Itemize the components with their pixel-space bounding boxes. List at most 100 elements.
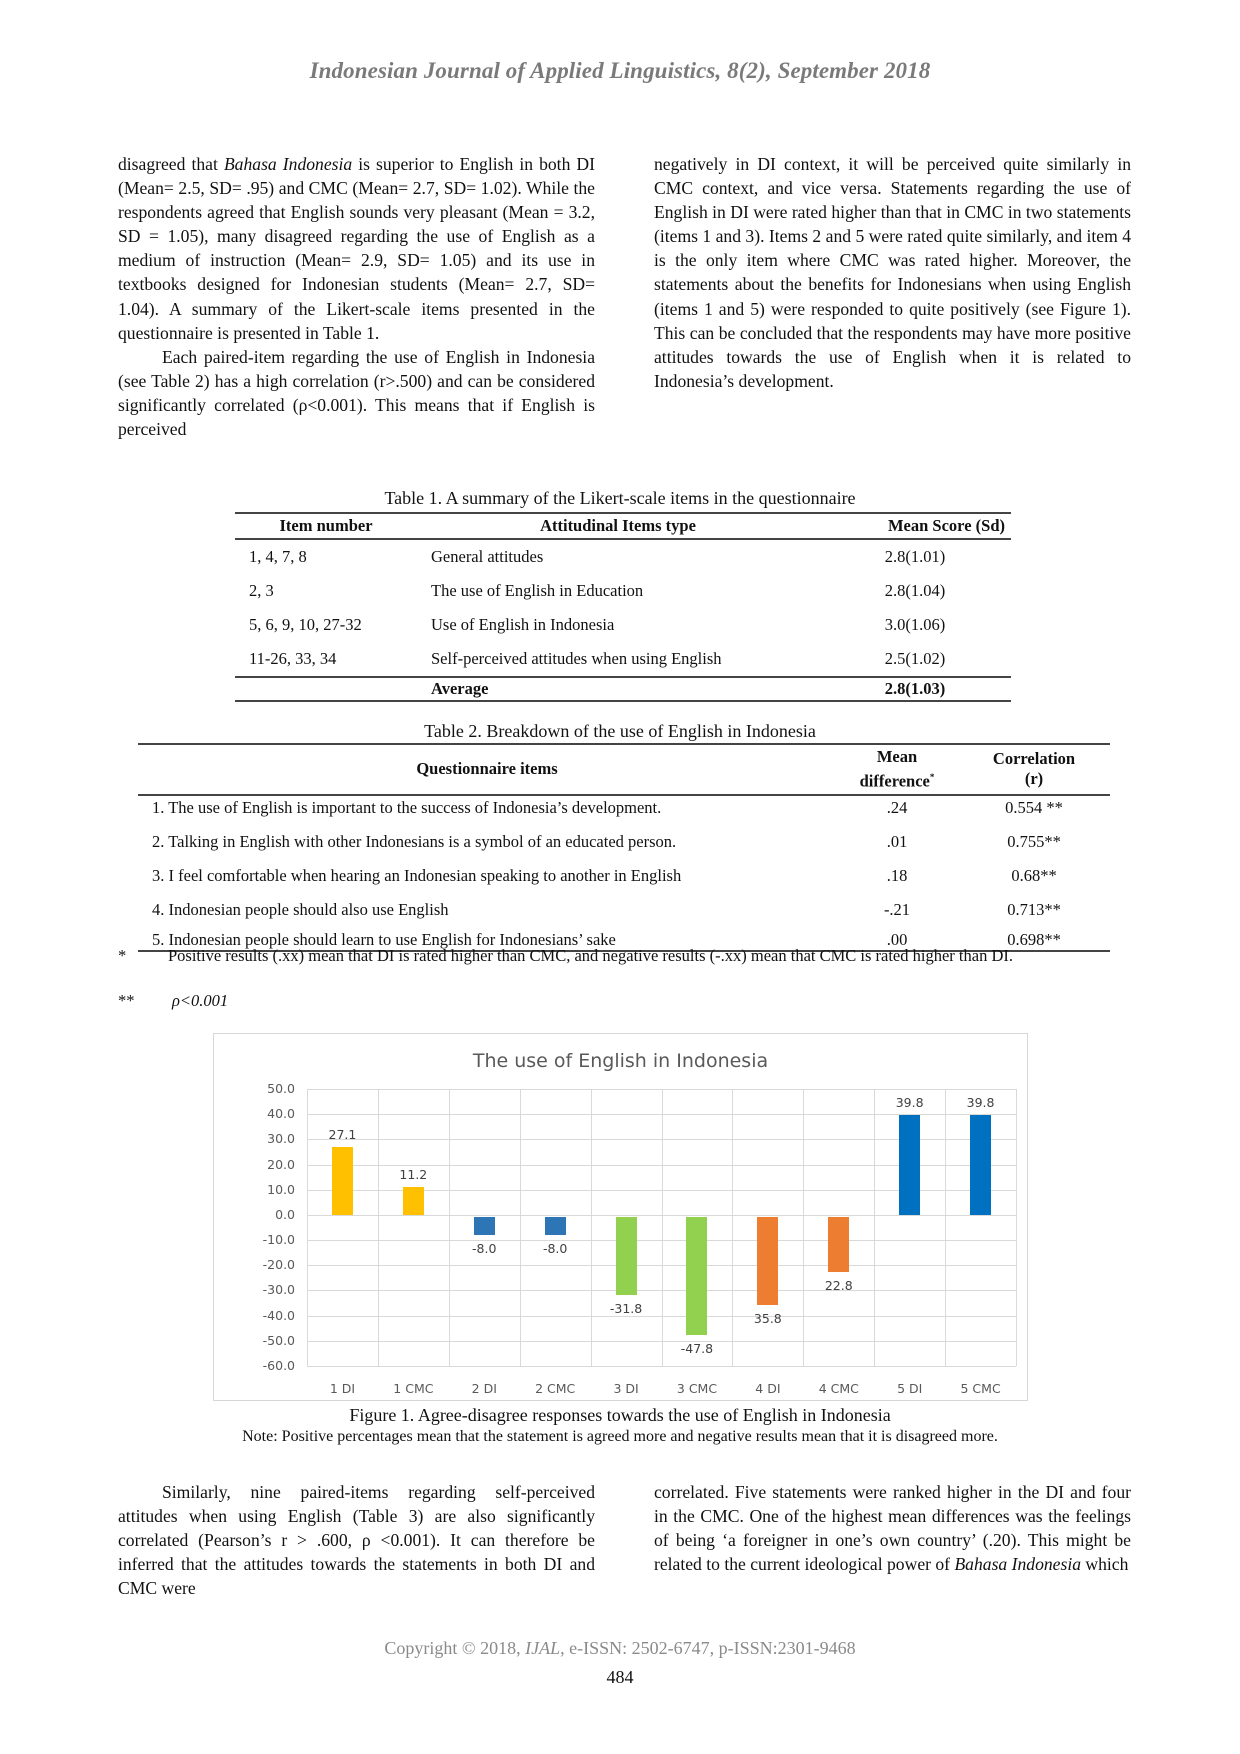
x-tick-label: 4 DI [755,1381,781,1396]
bar [544,1216,566,1236]
bar [615,1216,637,1295]
table-row: 1. The use of English is important to th… [138,795,1110,818]
bar-chart: The use of English in Indonesia 50.0 40.0… [213,1033,1028,1401]
table-cell: 4. Indonesian people should also use Eng… [152,899,449,919]
gridline-vertical [874,1089,876,1366]
table1-header-item-type: Attitudinal Items type [417,512,819,540]
italic-term: Bahasa Indonesia [954,1554,1082,1575]
data-label: -31.8 [609,1300,643,1316]
gridline-vertical [945,1089,947,1366]
bar [828,1216,850,1273]
table-cell: 2.8(1.01) [884,547,946,566]
gridline-vertical [590,1089,592,1366]
table-cell: General attitudes [431,547,544,566]
table-cell: 2. Talking in English with other Indones… [152,831,677,851]
table-cell: Use of English in Indonesia [431,615,615,634]
body-right-column-bottom: correlated. Five statements were ranked … [654,1480,1131,1576]
x-tick-label: 3 CMC [676,1381,718,1396]
table-row: 11-26, 33, 34 Self-perceived attitudes w… [235,642,1011,677]
gridline-vertical [732,1089,734,1366]
table1-caption: Table 1. A summary of the Likert-scale i… [384,488,856,508]
body-right-column-top: negatively in DI context, it will be per… [654,152,1131,393]
table-cell: 2.5(1.02) [884,649,946,668]
y-tick-label: -40.0 [262,1307,295,1323]
y-tick-label: -50.0 [262,1332,295,1348]
table-cell: Self-perceived attitudes when using Engl… [431,649,722,668]
bar [970,1114,992,1215]
table-cell: 0.755** [1007,831,1061,851]
table-cell: 0.554 ** [1005,797,1063,817]
table-cell: .18 [886,865,908,885]
table-row: 1, 4, 7, 8 General attitudes 2.8(1.01) [235,539,1011,574]
table-cell: 2.8(1.04) [884,581,946,600]
table-cell: .00 [836,919,958,952]
page-number: 484 [606,1667,634,1687]
figure-note: Note: Positive percentages mean that the… [242,1428,998,1445]
table-cell: 3.0(1.06) [884,615,946,634]
table1-header-item-number: Item number [235,512,417,540]
table-cell: 1, 4, 7, 8 [249,547,307,566]
bar [473,1216,495,1236]
body-left-column-bottom: Similarly, nine paired-items regarding s… [118,1480,595,1600]
table2-header-correlation: Correlation (r) [958,743,1110,796]
table-cell: 5. Indonesian people should learn to use… [138,919,836,952]
table-cell: 3. I feel comfortable when hearing an In… [152,865,682,885]
paragraph: Similarly, nine paired-items regarding s… [118,1482,595,1599]
gridline-vertical [377,1089,379,1366]
figure-caption: Figure 1. Agree-disagree responses towar… [349,1405,891,1425]
running-head: Indonesian Journal of Applied Linguistic… [309,58,931,83]
table2-header-mean-difference: Mean difference* [836,743,958,796]
y-tick-label: -30.0 [262,1282,295,1298]
table-cell: 0.698** [958,919,1110,952]
bar [899,1114,921,1215]
italic-term: Bahasa Indonesia [223,154,353,174]
gridline-vertical [661,1089,663,1366]
table2-header-items: Questionnaire items [138,743,836,796]
paragraph: Each paired-item regarding the use of En… [118,346,595,440]
data-label: 27.1 [328,1126,357,1142]
table-cell: 11-26, 33, 34 [249,649,337,668]
table-cell: -.21 [883,899,911,919]
table-cell: 0.68** [1011,865,1057,885]
table-row: 4. Indonesian people should also use Eng… [138,886,1110,920]
data-label: 11.2 [399,1166,428,1182]
data-label: 22.8 [824,1278,853,1294]
table-cell: The use of English in Education [431,581,644,600]
table1: Item number Attitudinal Items type Mean … [235,512,1011,702]
y-tick-label: 50.0 [267,1081,295,1096]
data-label: 39.8 [966,1094,995,1110]
copyright-line: Copyright © 2018, IJAL, e-ISSN: 2502-674… [384,1638,856,1658]
table1-header-mean-score: Mean Score (Sd) [819,512,1011,540]
plot-area: 50.0 40.0 30.0 20.0 10.0 0.0 -10.0 -20.0 -30.0 -4… [263,1081,1017,1396]
y-tick-label: -10.0 [262,1232,295,1248]
y-tick-label: 20.0 [267,1156,295,1172]
gridline [307,1366,1016,1367]
table-row: 2, 3 The use of English in Education 2.8… [235,574,1011,608]
table2: Questionnaire items Mean difference* Cor… [138,743,1110,952]
x-tick-label: 4 CMC [818,1381,859,1396]
gridline-vertical [803,1089,805,1366]
bar [757,1216,779,1306]
table2-caption: Table 2. Breakdown of the use of English… [424,721,816,741]
table-cell: 1. The use of English is important to th… [152,797,662,817]
gridline-vertical [519,1089,521,1366]
x-tick-label: 1 CMC [393,1381,434,1396]
chart-title: The use of English in Indonesia [472,1050,769,1072]
data-label: 35.8 [753,1311,782,1327]
footnote-mark: ** [118,991,135,1010]
x-tick-label: 2 DI [471,1381,497,1396]
table1-average-row: Average 2.8(1.03) [235,676,1011,702]
table-row: 2. Talking in English with other Indones… [138,818,1110,852]
data-label: -47.8 [680,1341,714,1357]
y-tick-label: -20.0 [262,1257,295,1273]
y-tick-label: 30.0 [267,1131,295,1147]
table-cell: 0.713** [1007,899,1061,919]
paragraph: negatively in DI context, it will be per… [654,154,1131,391]
x-tick-label: 5 CMC [960,1381,1001,1396]
table-row: 5. Indonesian people should learn to use… [138,919,1110,952]
x-tick-label: 3 DI [613,1381,639,1396]
y-tick-label: 10.0 [267,1181,295,1197]
body-left-column-top: disagreed that Bahasa Indonesia is super… [118,152,595,441]
table-row: 3. I feel comfortable when hearing an In… [138,852,1110,886]
bar [402,1186,424,1215]
